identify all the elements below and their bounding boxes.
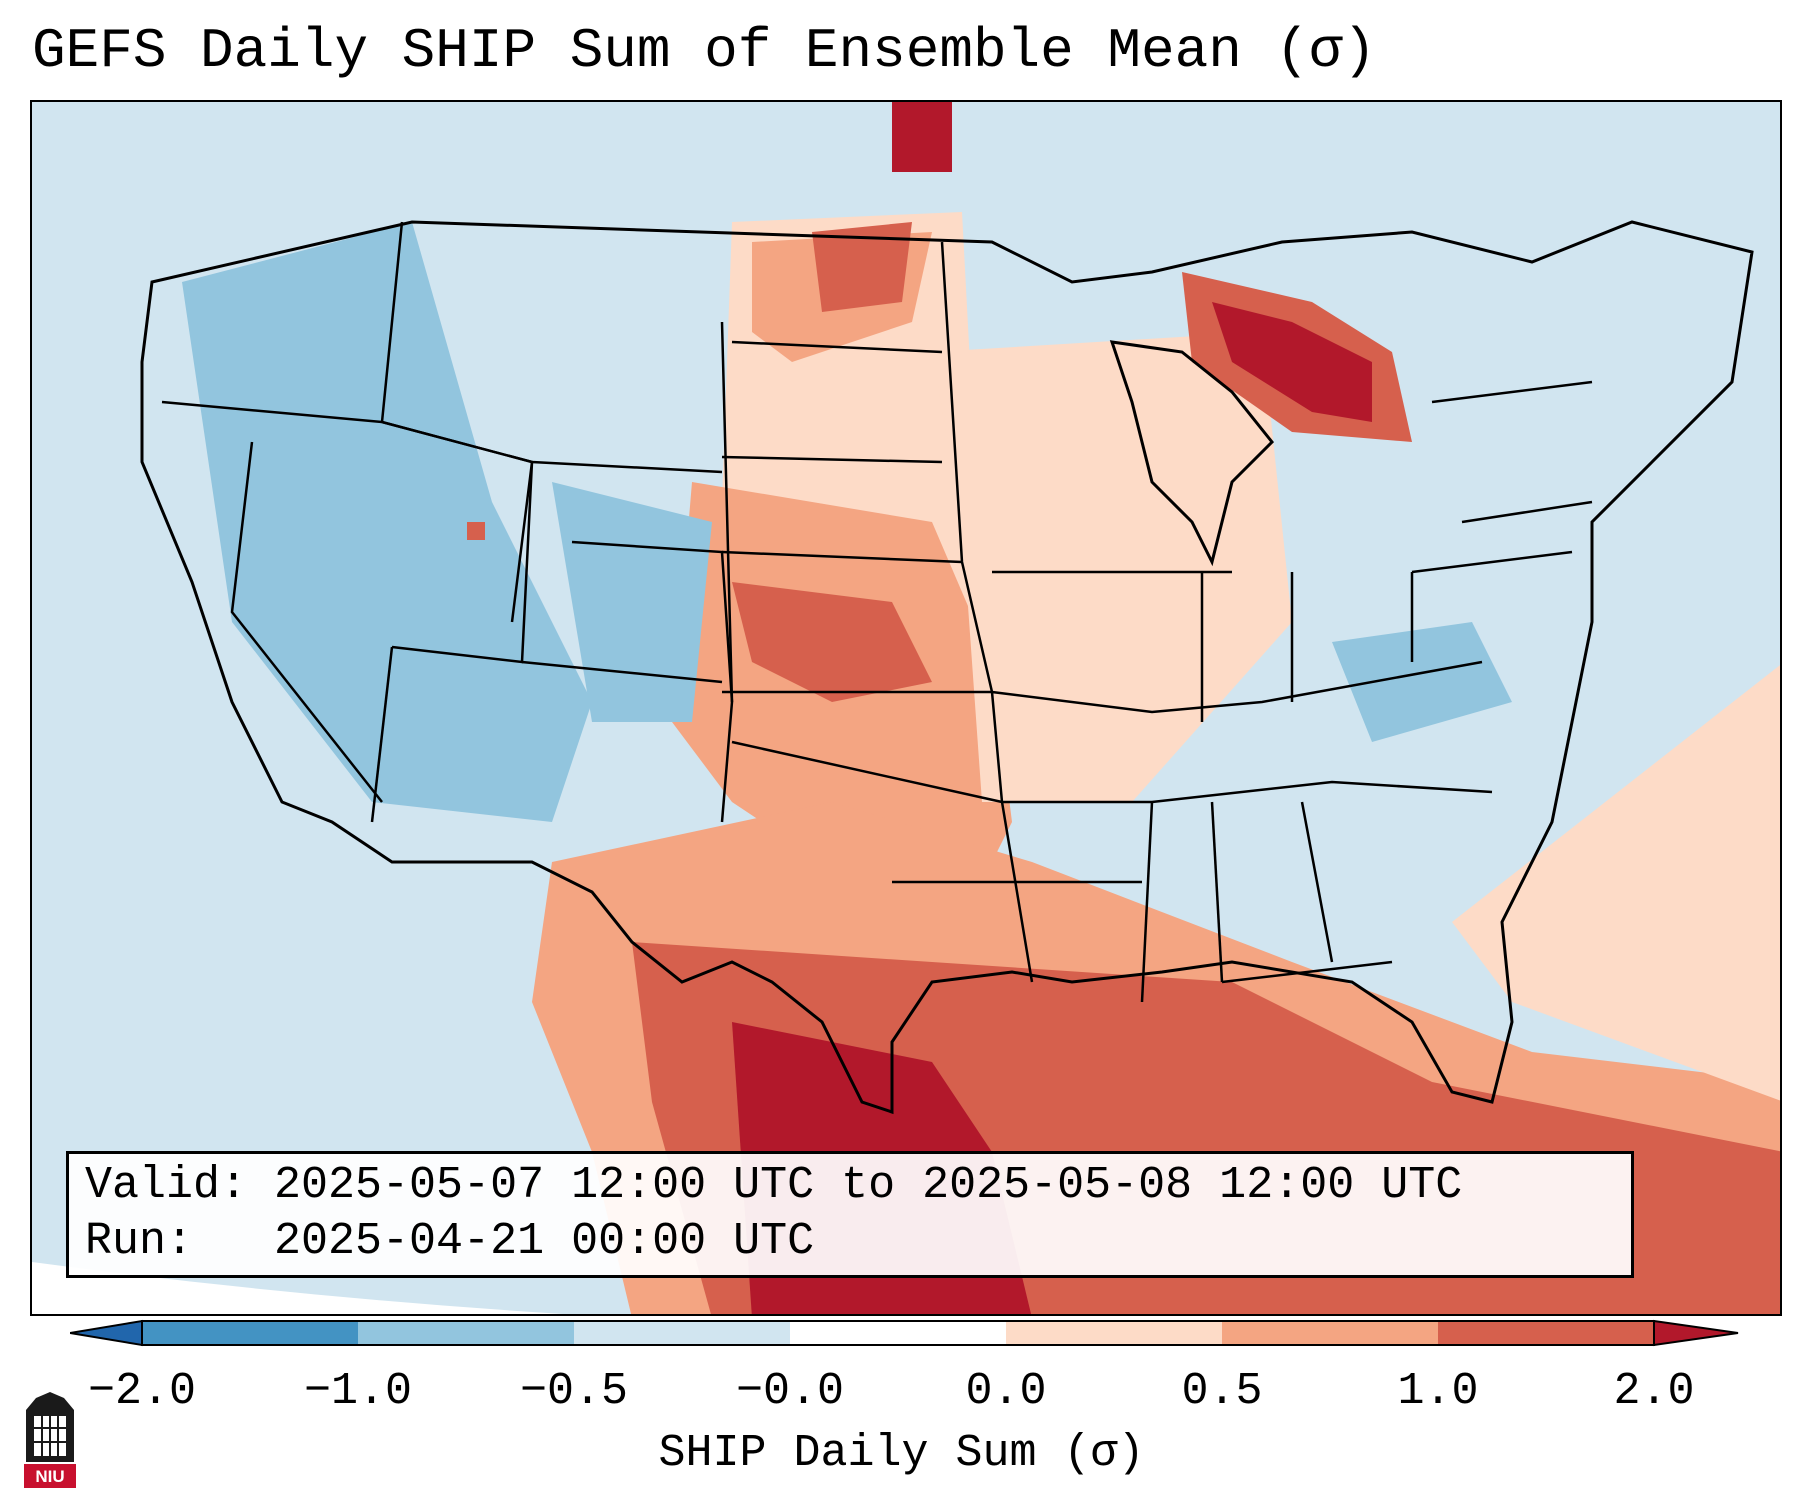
colorbar-segment-1	[142, 1321, 358, 1345]
colorbar-tick: −0.5	[519, 1366, 629, 1417]
utah-hotspot	[467, 522, 485, 540]
colorbar-tick: −2.0	[87, 1366, 197, 1417]
plains-anomaly-strong	[812, 222, 912, 312]
niu-logo-icon: NIU	[24, 1392, 76, 1488]
projection-edge	[32, 1262, 564, 1314]
west-negative-anomaly	[182, 222, 592, 822]
svg-text:NIU: NIU	[35, 1467, 64, 1486]
colorbar-label: SHIP Daily Sum (σ)	[658, 1428, 1145, 1479]
map-svg	[32, 102, 1780, 1314]
colorbar-segment-6	[1222, 1321, 1438, 1345]
central-plains-core	[732, 582, 932, 702]
colorbar-tick: 2.0	[1613, 1366, 1695, 1417]
coastlines	[140, 220, 1754, 1115]
colorbar-tick: −0.0	[735, 1366, 845, 1417]
colorbar-tick: 0.5	[1181, 1366, 1263, 1417]
colorbar-tick: 1.0	[1397, 1366, 1479, 1417]
colorbar-extend-min	[70, 1319, 143, 1347]
virginia-negative-anomaly	[1332, 622, 1512, 742]
colorbar	[70, 1319, 1739, 1347]
valid-time-text: Valid: 2025-05-07 12:00 UTC to 2025-05-0…	[85, 1160, 1463, 1211]
colorbar-tick: −1.0	[303, 1366, 413, 1417]
great-lakes-peak	[1212, 302, 1372, 422]
run-time-text: Run: 2025-04-21 00:00 UTC	[85, 1216, 815, 1267]
chart-title: GEFS Daily SHIP Sum of Ensemble Mean (σ)	[32, 19, 1377, 83]
colorado-negative-anomaly	[552, 482, 712, 722]
colorbar-outline	[141, 1320, 1655, 1346]
plains-anomaly-peak	[892, 102, 952, 172]
colorbar-segment-4	[790, 1321, 1006, 1345]
atlantic-anomaly	[1452, 665, 1780, 1101]
state-borders	[161, 221, 1593, 1003]
colorbar-segment-3	[574, 1321, 790, 1345]
map-panel	[30, 100, 1782, 1316]
colorbar-segment-2	[358, 1321, 574, 1345]
colorbar-extend-max	[1653, 1319, 1739, 1347]
colorbar-segment-7	[1438, 1321, 1654, 1345]
colorbar-tick: 0.0	[965, 1366, 1047, 1417]
validity-info-box: Valid: 2025-05-07 12:00 UTC to 2025-05-0…	[66, 1151, 1634, 1278]
colorbar-segment-5	[1006, 1321, 1222, 1345]
